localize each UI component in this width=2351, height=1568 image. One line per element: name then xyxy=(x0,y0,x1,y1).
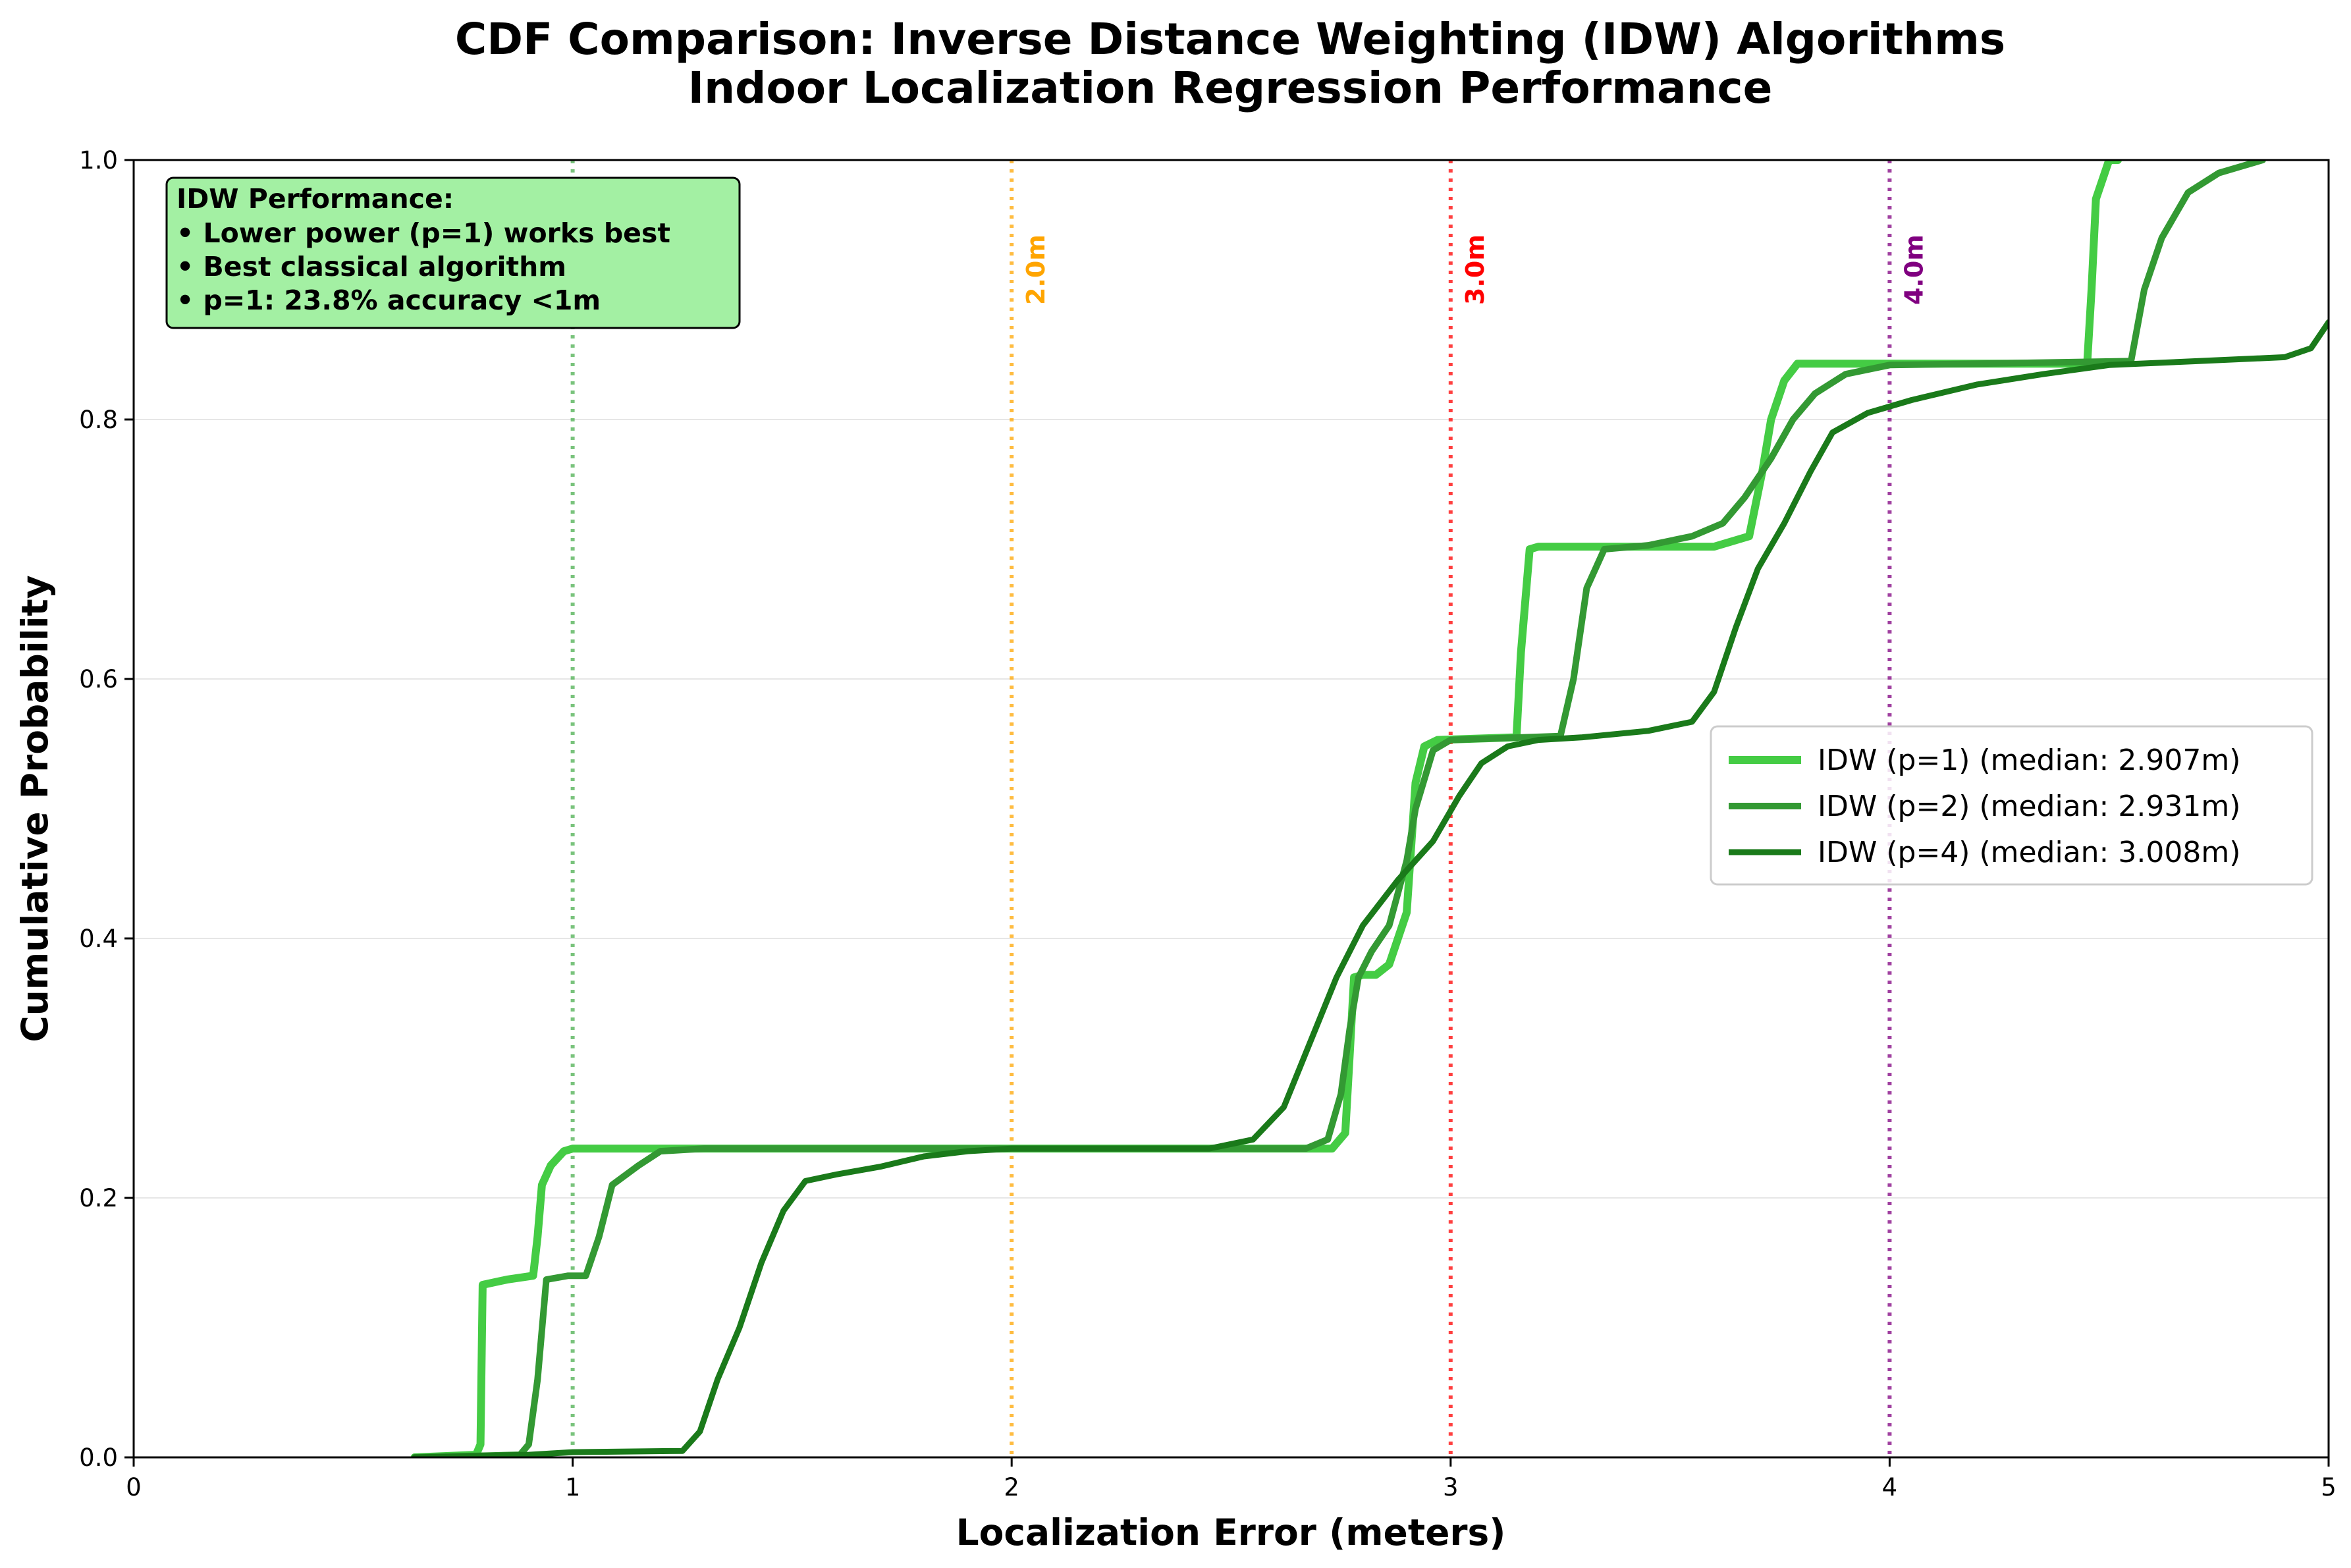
plot-frame xyxy=(132,159,2330,1459)
series-line xyxy=(410,160,2122,1457)
grid-lines xyxy=(134,419,2329,1199)
y-tick-label: 0.8 xyxy=(79,406,118,434)
annotation-line: IDW Performance: xyxy=(176,183,454,215)
x-tick-label: 2 xyxy=(1004,1473,1019,1501)
x-tick-label: 3 xyxy=(1443,1473,1459,1501)
annotation-background xyxy=(165,176,741,329)
legend: IDW (p=1) (median: 2.907m) IDW (p=2) (me… xyxy=(1710,725,2313,886)
y-tick-label: 0.2 xyxy=(79,1184,118,1212)
y-axis-label: Cumulative Probability xyxy=(14,575,56,1042)
annotation-box: IDW Performance: • Lower power (p=1) wor… xyxy=(165,176,741,329)
legend-label-p1: IDW (p=1) (median: 2.907m) xyxy=(1818,743,2240,777)
legend-frame xyxy=(1710,725,2313,886)
series-lines xyxy=(410,160,2329,1457)
series-line xyxy=(412,319,2329,1457)
y-tick-label: 0.4 xyxy=(79,925,118,953)
axis-ticks: 0 1 2 3 4 5 0.0 0.2 0.4 0.6 0.8 1.0 xyxy=(79,146,2337,1501)
chart-title: CDF Comparison: Inverse Distance Weighti… xyxy=(455,14,2005,65)
annotation-line: • p=1: 23.8% accuracy <1m xyxy=(176,284,601,316)
chart-subtitle: Indoor Localization Regression Performan… xyxy=(688,63,1773,113)
annotation-line: • Best classical algorithm xyxy=(176,251,566,283)
x-axis-label: Localization Error (meters) xyxy=(956,1511,1506,1554)
y-tick-label: 0.0 xyxy=(79,1444,118,1472)
y-tick-label: 1.0 xyxy=(79,146,118,175)
annotation-line: • Lower power (p=1) works best xyxy=(176,217,670,249)
x-tick-label: 1 xyxy=(565,1473,581,1501)
x-tick-label: 0 xyxy=(126,1473,142,1501)
legend-label-p2: IDW (p=2) (median: 2.931m) xyxy=(1818,790,2240,823)
x-tick-label: 5 xyxy=(2321,1473,2337,1501)
y-tick-label: 0.6 xyxy=(79,665,118,693)
series-line xyxy=(411,160,2266,1457)
reference-line-label: 2.0m xyxy=(1021,234,1050,305)
legend-label-p4: IDW (p=4) (median: 3.008m) xyxy=(1818,836,2240,869)
reference-line-label: 3.0m xyxy=(1461,234,1490,305)
x-tick-label: 4 xyxy=(1882,1473,1898,1501)
reference-line-label: 4.0m xyxy=(1899,234,1928,305)
